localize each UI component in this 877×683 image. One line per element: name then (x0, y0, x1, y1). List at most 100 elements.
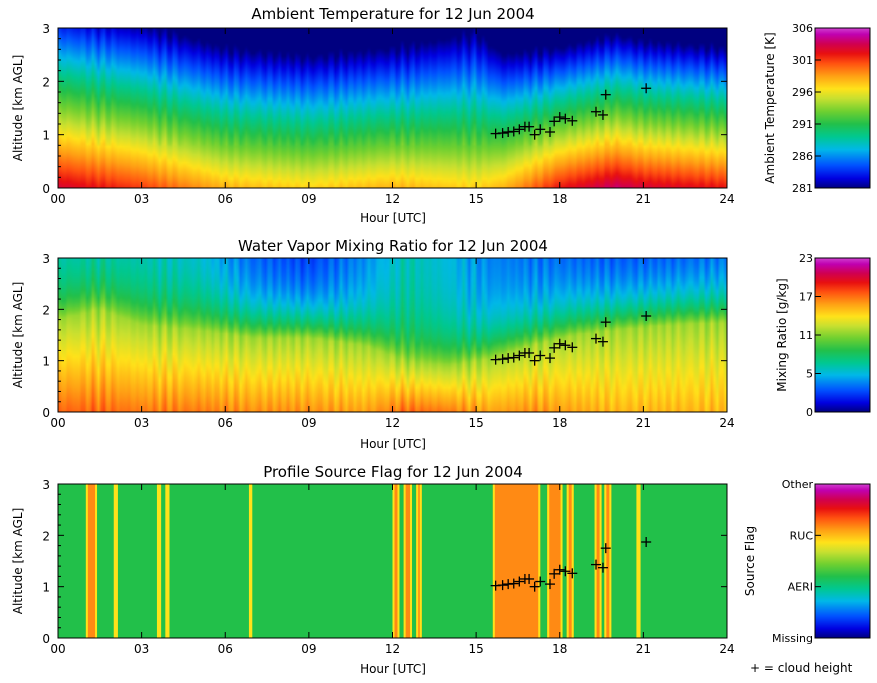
cloud-height-marker (560, 340, 571, 351)
cloud-height-marker (597, 109, 608, 120)
source-flag-xlabel: Hour [UTC] (360, 662, 426, 676)
source-flag-panel: Profile Source Flag for 12 Jun 2004 00 03… (11, 463, 871, 676)
cloud-height-marker (567, 342, 578, 353)
y-tick-label: 1 (42, 129, 50, 143)
cloud-height-marker (567, 568, 578, 579)
x-tick-label: 12 (385, 192, 400, 206)
temperature-x-ticks: 00 03 06 09 12 15 18 21 24 (50, 28, 735, 206)
colorbar-tick-label: RUC (790, 529, 814, 542)
source-segment-edge (609, 484, 612, 638)
mixing-ratio-colorbar-ticks: 0 5 11 17 23 (799, 252, 821, 419)
temperature-heatmap (58, 28, 727, 188)
cloud-height-marker (600, 317, 611, 328)
colorbar-tick-label: 286 (792, 150, 813, 163)
colorbar-tick-label: Missing (772, 632, 813, 645)
source-flag-y-ticks: 0 1 2 3 (42, 478, 727, 646)
y-tick-label: 3 (42, 252, 50, 266)
y-tick-label: 2 (42, 303, 50, 317)
source-segment (547, 484, 563, 638)
source-flag-colorbar-ticks: Missing AERI RUC Other (772, 478, 821, 645)
x-tick-label: 09 (301, 642, 316, 656)
x-tick-label: 15 (468, 192, 483, 206)
cloud-height-marker (529, 129, 540, 140)
y-tick-label: 2 (42, 75, 50, 89)
cloud-height-marker (560, 566, 571, 577)
cloud-height-marker (641, 311, 652, 322)
cloud-height-marker (544, 127, 555, 137)
cloud-height-marker (514, 350, 525, 361)
cloud-height-marker (554, 112, 565, 123)
cloud-height-marker (641, 537, 652, 548)
mixing-ratio-y-ticks: 0 1 2 3 (42, 252, 727, 420)
source-segment (248, 484, 253, 638)
source-segment (85, 484, 98, 638)
cloud-height-marker (590, 333, 601, 344)
colorbar-tick-label: AERI (788, 581, 813, 594)
y-tick-label: 0 (42, 182, 50, 196)
source-segment-edge (392, 484, 395, 638)
cloud-height-marker (524, 573, 535, 584)
source-segment (392, 484, 400, 638)
y-tick-label: 3 (42, 22, 50, 36)
source-segment (594, 484, 602, 638)
x-tick-label: 09 (301, 416, 316, 430)
source-flag-cloud-markers (490, 537, 652, 592)
y-tick-label: 3 (42, 478, 50, 492)
source-segment-edge (547, 484, 550, 638)
mixing-ratio-cloud-markers (490, 311, 652, 366)
x-tick-label: 06 (218, 642, 233, 656)
temperature-y-ticks: 0 1 2 3 (42, 22, 727, 196)
source-segment (604, 484, 612, 638)
colorbar-tick-label: Other (782, 478, 814, 491)
source-segment (403, 484, 413, 638)
source-segment (492, 484, 541, 638)
x-tick-label: 24 (719, 416, 734, 430)
cloud-height-marker (514, 124, 525, 135)
temperature-xlabel: Hour [UTC] (360, 211, 426, 225)
x-tick-label: 00 (50, 416, 65, 430)
colorbar-tick-label: 306 (792, 22, 813, 35)
source-segment (156, 484, 162, 638)
source-segment-edge (571, 484, 574, 638)
mixing-ratio-panel: Water Vapor Mixing Ratio for 12 Jun 2004… (11, 237, 871, 451)
temperature-panel: Ambient Temperature for 12 Jun 2004 00 03… (11, 5, 871, 225)
x-tick-label: 12 (385, 642, 400, 656)
colorbar-tick-label: 291 (792, 118, 813, 131)
source-segment-edge (604, 484, 607, 638)
cloud-height-marker (535, 576, 546, 587)
source-segment (636, 484, 641, 638)
cloud-height-marker (590, 559, 601, 570)
cloud-height-marker (535, 124, 546, 135)
cloud-height-marker (497, 128, 508, 139)
mixing-ratio-heatmap (58, 258, 727, 412)
temperature-ylabel: Altitude [km AGL] (11, 55, 25, 162)
mixing-ratio-colorbar (814, 257, 871, 413)
source-segment-edge (492, 484, 495, 638)
x-tick-label: 03 (134, 642, 149, 656)
colorbar-tick-label: 0 (806, 406, 813, 419)
cloud-height-marker (590, 106, 601, 117)
x-tick-label: 15 (468, 416, 483, 430)
x-tick-label: 15 (468, 642, 483, 656)
source-segment (165, 484, 170, 638)
cloud-height-marker (508, 578, 519, 589)
cloud-height-marker (554, 564, 565, 575)
source-segment-edge (397, 484, 400, 638)
x-tick-label: 03 (134, 192, 149, 206)
colorbar-tick-label: 301 (792, 54, 813, 67)
x-tick-label: 09 (301, 192, 316, 206)
source-segment-edge (560, 484, 563, 638)
x-tick-label: 03 (134, 416, 149, 430)
y-tick-label: 1 (42, 581, 50, 595)
colorbar-tick-label: 5 (806, 368, 813, 381)
x-tick-label: 21 (636, 642, 651, 656)
x-tick-label: 18 (552, 642, 567, 656)
source-segment (113, 484, 118, 638)
x-tick-label: 18 (552, 192, 567, 206)
cloud-height-marker (549, 342, 560, 353)
y-tick-label: 0 (42, 632, 50, 646)
y-tick-label: 0 (42, 406, 50, 420)
cloud-height-marker (597, 562, 608, 573)
x-tick-label: 00 (50, 642, 65, 656)
cloud-height-marker (524, 347, 535, 358)
